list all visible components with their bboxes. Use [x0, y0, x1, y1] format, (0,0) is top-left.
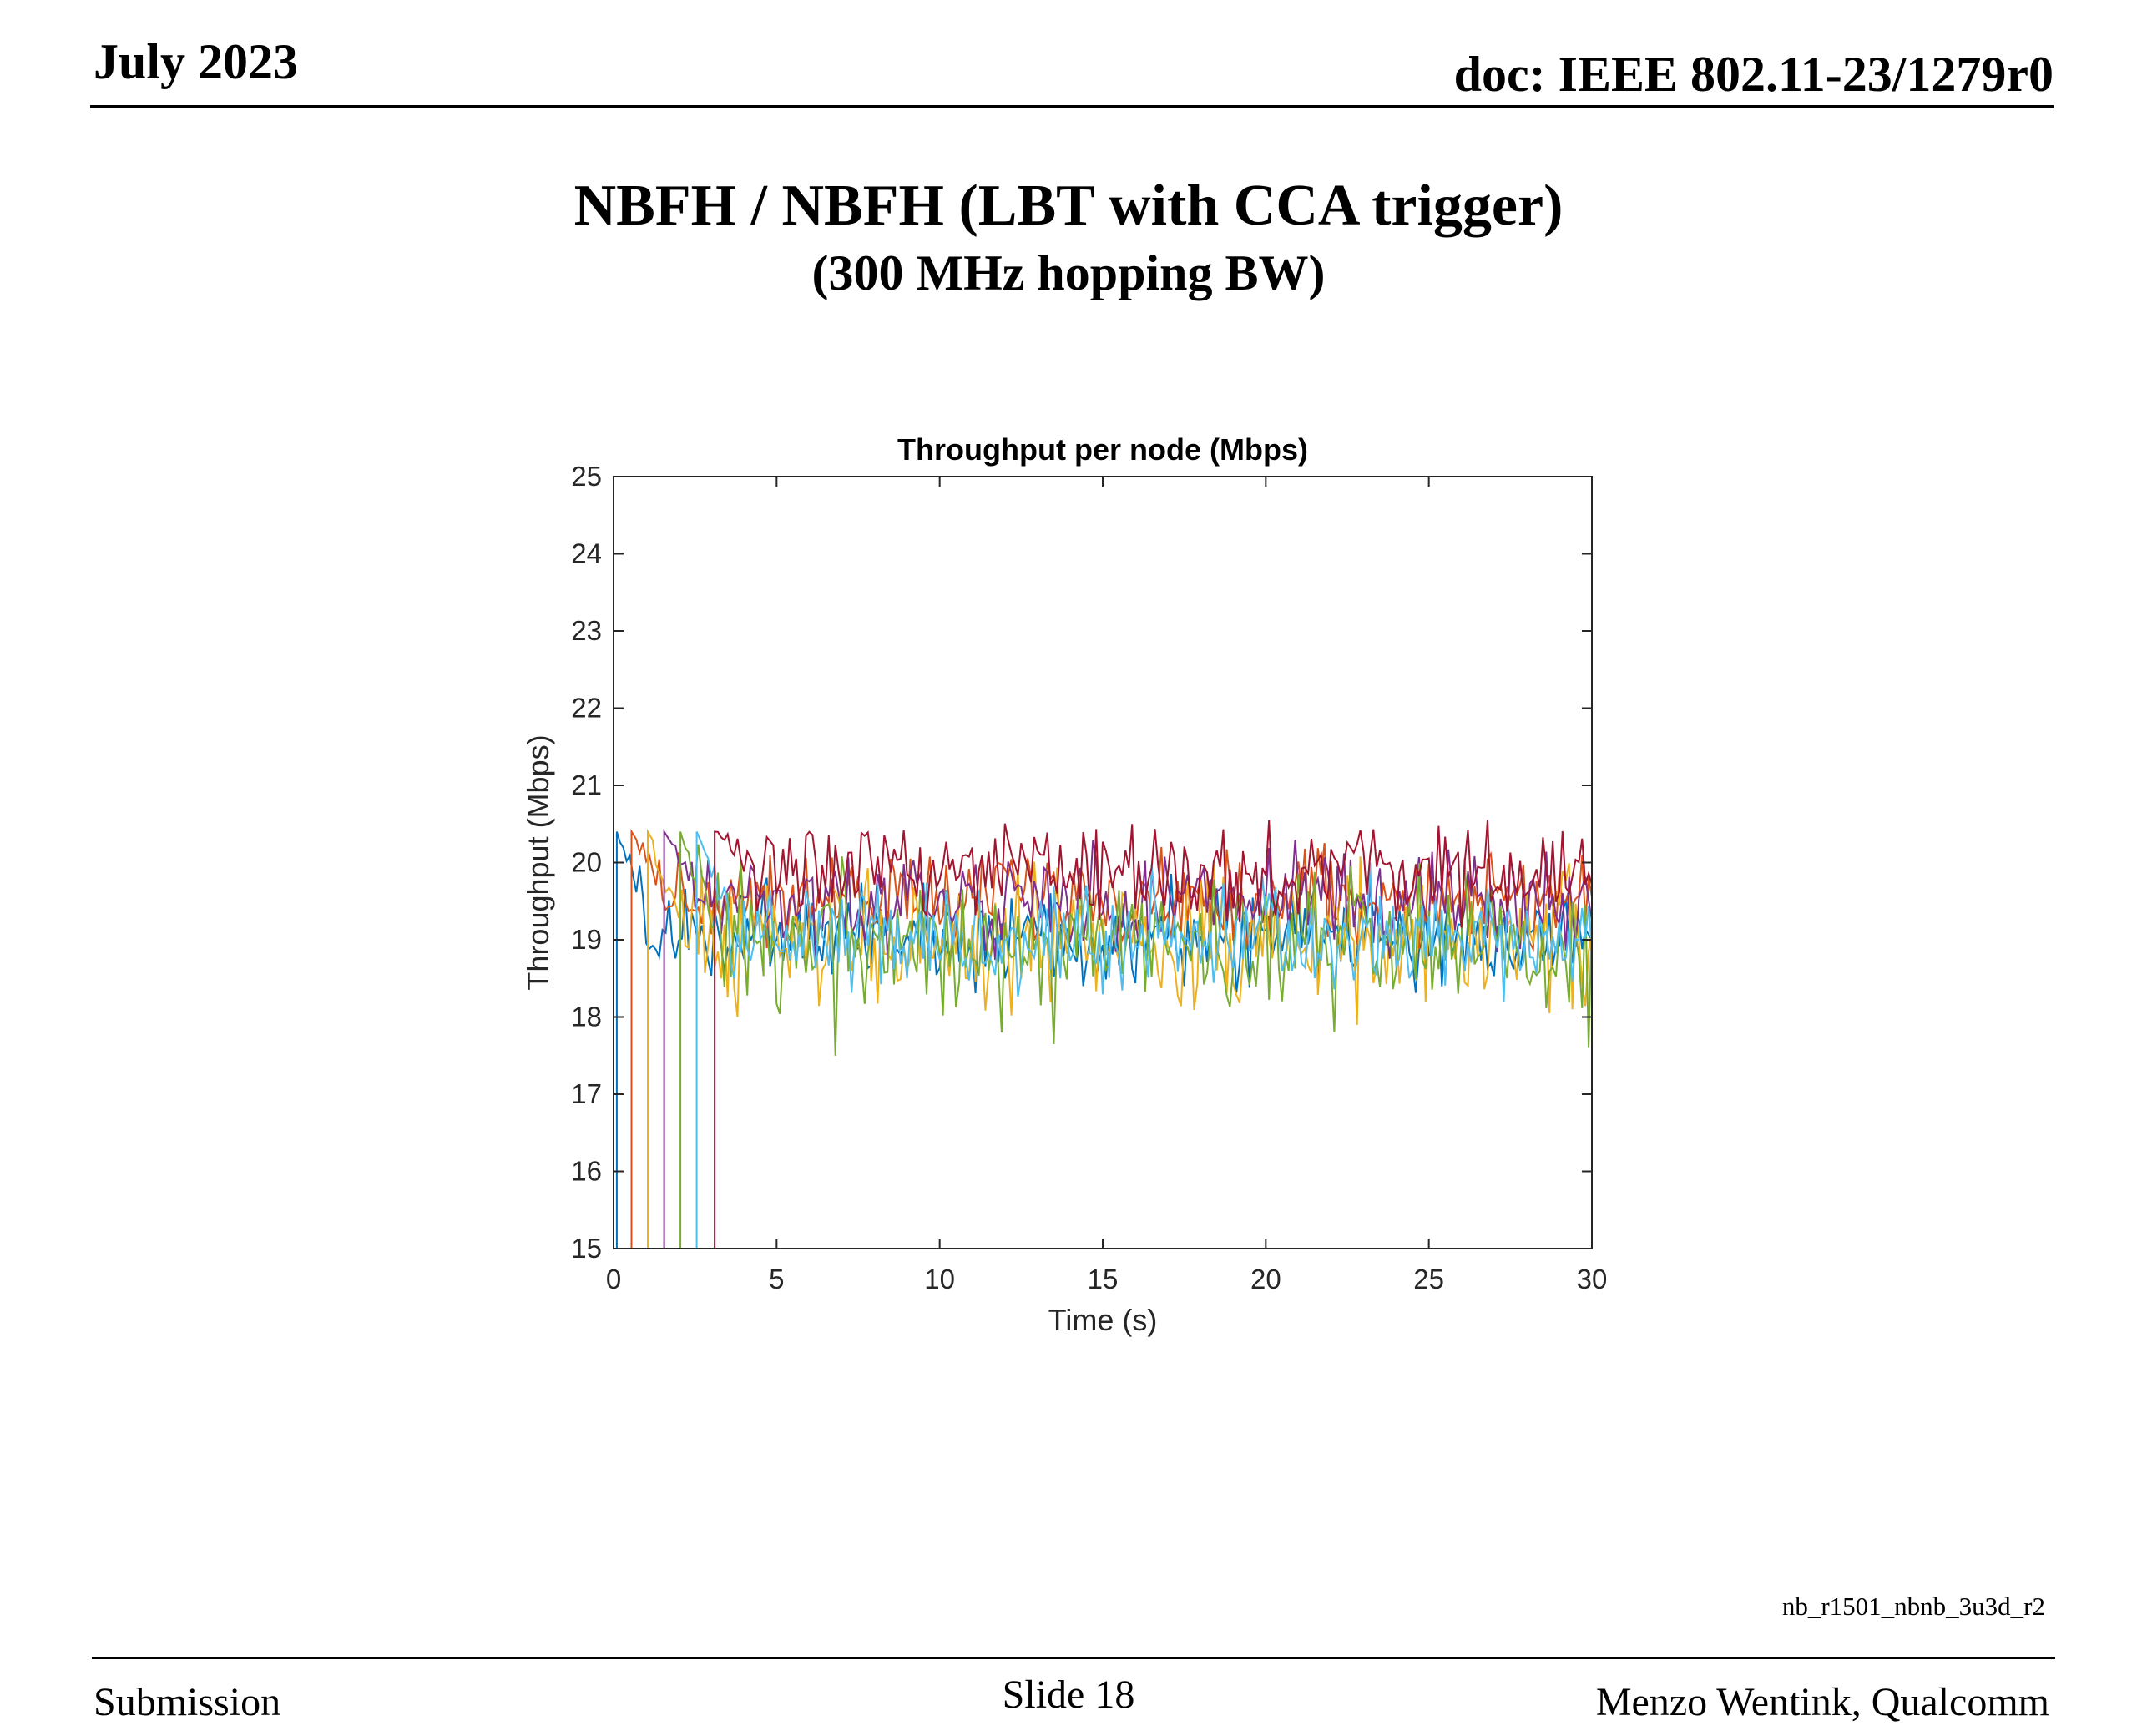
series-line-4	[663, 829, 1592, 1249]
y-tick-label: 22	[571, 693, 602, 724]
plot-frame	[613, 476, 1593, 1249]
footer-rule	[92, 1657, 2055, 1659]
x-axis-label: Time (s)	[1048, 1303, 1158, 1337]
slide-subtitle: (300 MHz hopping BW)	[811, 245, 1326, 300]
slide-title: NBFH / NBFH (LBT with CCA trigger)	[573, 174, 1564, 238]
y-tick-label: 19	[571, 924, 602, 955]
chart-title: Throughput per node (Mbps)	[897, 432, 1308, 467]
y-tick-label: 17	[571, 1078, 602, 1109]
file-tag: nb_r1501_nbnb_3u3d_r2	[1781, 1592, 2045, 1621]
x-tick-label: 10	[924, 1264, 955, 1294]
y-tick-label: 25	[571, 461, 602, 492]
y-tick-label: 15	[571, 1233, 602, 1264]
series-line-6	[695, 831, 1592, 1249]
header-rule	[90, 105, 2054, 108]
x-tick-label: 15	[1088, 1264, 1119, 1294]
footer-author: Menzo Wentink, Qualcomm	[1595, 1680, 2049, 1724]
footer-submission: Submission	[93, 1680, 281, 1724]
header-date: July 2023	[93, 34, 299, 89]
x-tick-label: 20	[1250, 1264, 1281, 1294]
y-axis-label: Throughput (Mbps)	[521, 734, 555, 990]
footer-slide-number: Slide 18	[1002, 1673, 1135, 1717]
y-tick-label: 24	[571, 538, 602, 569]
y-tick-label: 21	[571, 770, 602, 800]
y-tick-label: 18	[571, 1002, 602, 1032]
y-tick-label: 23	[571, 615, 602, 646]
y-tick-label: 20	[571, 847, 602, 878]
x-tick-label: 30	[1577, 1264, 1608, 1294]
y-tick-label: 16	[571, 1156, 602, 1187]
series-line-7	[714, 820, 1592, 1249]
x-tick-label: 0	[606, 1264, 621, 1294]
x-tick-label: 25	[1413, 1264, 1444, 1294]
series-line-5	[679, 831, 1592, 1249]
x-tick-label: 5	[769, 1264, 784, 1294]
header-doc-id: doc: IEEE 802.11-23/1279r0	[1453, 47, 2054, 102]
series-line-1	[615, 831, 1592, 1249]
